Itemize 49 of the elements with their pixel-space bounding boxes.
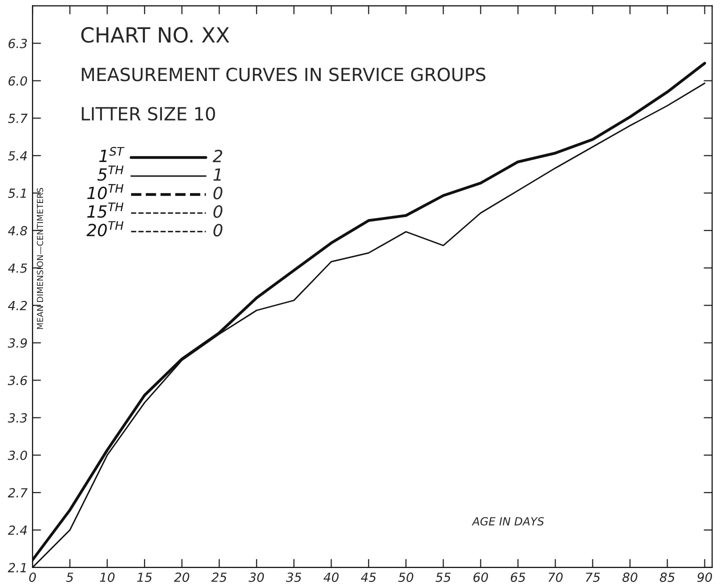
x-tick-label: 15: [137, 572, 152, 582]
x-tick-label: 70: [548, 572, 563, 582]
x-tick-label: 5: [66, 572, 74, 582]
y-tick-label: 6.0: [8, 76, 28, 86]
legend-label: 10$^{TH}$: [87, 184, 124, 200]
x-tick-label: 60: [473, 572, 488, 582]
legend-label: 1$^{ST}$: [99, 146, 125, 162]
text: MEASUREMENT CURVES IN SERVICE GROUPS: [82, 68, 486, 82]
x-tick-label: 25: [211, 572, 227, 582]
y-tick-label: 5.4: [8, 151, 27, 161]
legend-label: 15$^{TH}$: [87, 202, 124, 218]
x-tick-label: 50: [398, 572, 414, 582]
x-tick-label: 45: [360, 572, 376, 582]
y-tick-label: 2.7: [8, 488, 28, 498]
annotation: 1: [213, 168, 221, 181]
annotation: 0: [213, 205, 222, 218]
legend-label: 5$^{TH}$: [97, 166, 124, 181]
y-tick-label: 4.8: [8, 226, 28, 236]
y-tick-label: 6.3: [8, 38, 27, 48]
y-axis-title: MEAN DIMENSION—CENTIMETERS: [36, 188, 44, 329]
x-tick-label: 0: [29, 572, 36, 582]
annotation: 0: [213, 224, 222, 236]
x-tick-label: 75: [586, 572, 600, 582]
annotation: 0: [213, 186, 222, 200]
x-tick-label: 30: [248, 572, 264, 582]
x-axis-title: AGE IN DAYS: [472, 517, 544, 526]
y-tick-label: 2.1: [8, 562, 26, 572]
y-tick-label: 5.1: [8, 188, 26, 198]
y-tick-label: 5.7: [8, 114, 28, 124]
y-tick-label: 2.4: [8, 525, 27, 535]
x-tick-label: 10: [100, 572, 115, 582]
legend-label: 20$^{TH}$: [86, 221, 124, 236]
text: CHART NO. XX: [81, 27, 230, 43]
y-tick-label: 4.5: [8, 264, 27, 273]
y-tick-label: 3.3: [8, 413, 27, 423]
y-tick-label: 4.2: [8, 300, 27, 310]
x-tick-label: 35: [286, 572, 302, 582]
y-tick-label: 3.6: [8, 376, 28, 386]
x-tick-label: 55: [436, 572, 451, 582]
x-tick-label: 20: [174, 572, 190, 582]
y-tick-label: 3.0: [8, 450, 28, 460]
x-tick-label: 85: [660, 572, 675, 582]
y-tick-label: 3.9: [8, 338, 27, 348]
x-tick-label: 65: [510, 572, 526, 582]
annotation: 2: [212, 150, 222, 162]
x-tick-label: 90: [697, 572, 712, 582]
annotation: LITTER SIZE 10: [82, 106, 216, 121]
x-tick-label: 40: [324, 572, 339, 582]
x-tick-label: 80: [622, 572, 638, 582]
